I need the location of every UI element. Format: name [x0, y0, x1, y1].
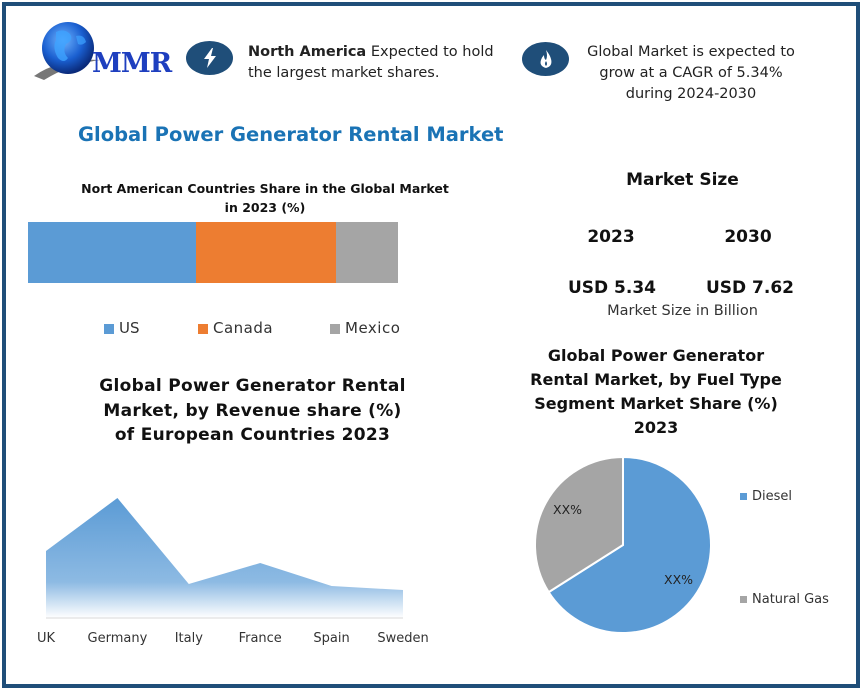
north-america-highlight: North America Expected to hold the large…: [248, 42, 508, 84]
stacked-bar: [28, 222, 398, 283]
pie-chart: [534, 455, 712, 634]
bar-segment-mexico: [335, 222, 398, 283]
mmr-logo: MMR: [30, 18, 180, 88]
market-size-title: Market Size: [626, 170, 739, 190]
x-axis-label: Italy: [174, 631, 203, 646]
globe-icon: [34, 22, 100, 80]
value-2030: USD 7.62: [705, 278, 795, 298]
legend-diesel: Diesel: [740, 489, 792, 504]
highlight-text: Expected to hold the largest market shar…: [248, 44, 494, 81]
lightning-bolt-icon: [186, 41, 233, 75]
x-axis-label: Germany: [87, 631, 148, 646]
legend-mexico: Mexico: [330, 319, 400, 337]
bar-segment-canada: [195, 222, 336, 283]
x-axis-label: UK: [36, 631, 56, 646]
legend-us: US: [104, 319, 140, 337]
pie-label-diesel: XX%: [664, 572, 694, 587]
pie-slice-diesel: [547, 455, 712, 634]
pie-chart-title: Global Power Generator Rental Market, by…: [530, 346, 782, 437]
legend-canada: Canada: [198, 319, 273, 337]
highlight-bold: North America: [248, 44, 367, 60]
page-title: Global Power Generator Rental Market: [78, 123, 504, 146]
stacked-bar-chart-title: Nort American Countries Share in the Glo…: [81, 181, 449, 215]
logo-text: MMR: [92, 48, 172, 79]
year-2030: 2030: [724, 227, 772, 247]
area-chart-title: Global Power Generator Rental Market, by…: [99, 376, 406, 445]
pie-label-natural-gas: XX%: [553, 502, 583, 517]
x-axis-label: Sweden: [377, 631, 429, 646]
bar-segment-us: [28, 222, 196, 283]
pie-slice-natural-gas: [534, 455, 624, 594]
x-axis-label: France: [238, 631, 282, 646]
year-2023: 2023: [587, 227, 635, 247]
flame-icon: [522, 42, 569, 76]
x-axis-label: Spain: [313, 631, 350, 646]
cagr-highlight: Global Market is expected to grow at a C…: [587, 44, 795, 102]
market-size-unit: Market Size in Billion: [607, 303, 758, 319]
value-2023: USD 5.34: [567, 278, 657, 298]
legend-natural-gas: Natural Gas: [740, 592, 829, 607]
